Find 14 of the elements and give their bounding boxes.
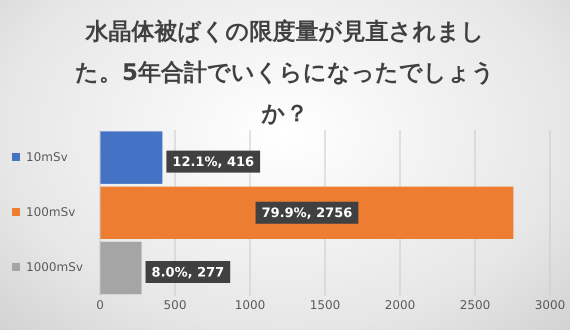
x-tick-label: 2500 [460, 298, 490, 312]
x-tick-label: 3000 [534, 298, 566, 312]
x-tick-label: 1000 [234, 298, 266, 312]
legend-label: 1000mSv [26, 260, 83, 274]
legend-label: 100mSv [26, 204, 76, 219]
chart-title: 水晶体被ばくの限度量が見直されました。5年合計でいくらになったでしょうか？ [74, 18, 496, 129]
x-tick-label: 2000 [384, 298, 416, 312]
data-label: 79.9%, 2756 [262, 206, 352, 222]
legend-label: 10mSv [26, 150, 68, 164]
x-tick-label: 0 [96, 298, 104, 312]
x-tick-label: 500 [164, 298, 186, 312]
data-label: 12.1%, 416 [172, 154, 254, 170]
data-label: 8.0%, 277 [152, 265, 224, 280]
x-tick-label: 1500 [310, 298, 340, 312]
